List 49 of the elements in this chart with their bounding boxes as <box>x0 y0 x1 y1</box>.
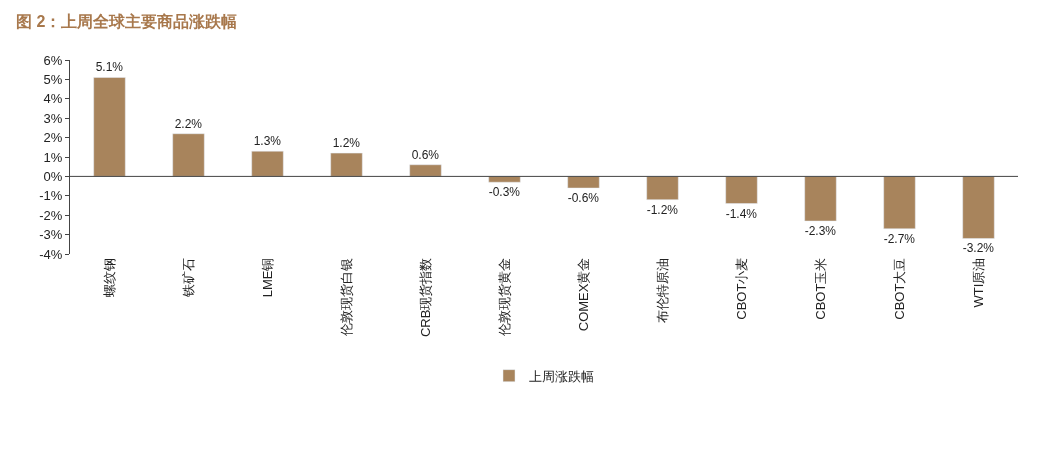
x-tick-label: LME铜 <box>259 257 275 298</box>
bar <box>251 150 284 177</box>
x-tick-label: 铁矿石 <box>180 257 196 298</box>
bar <box>409 164 442 177</box>
bar <box>172 133 205 177</box>
x-tick-label: CRB现货指数 <box>417 257 433 338</box>
bar <box>646 176 679 200</box>
y-tick-label: -3% <box>39 227 63 243</box>
data-label: -0.6% <box>567 191 600 206</box>
x-tick-label: 伦敦现货白银 <box>338 257 354 336</box>
y-tick-label: -2% <box>39 207 63 223</box>
bar <box>93 77 126 177</box>
data-label: -2.3% <box>804 223 837 238</box>
x-tick-label: CBOT小麦 <box>733 257 749 320</box>
y-tick-label: 0% <box>43 168 63 184</box>
x-tick-label: CBOT大豆 <box>891 257 907 320</box>
y-tick-label: 3% <box>43 110 63 126</box>
data-label: 1.2% <box>332 136 361 151</box>
bar <box>567 176 600 189</box>
y-tick-label: 5% <box>43 71 63 87</box>
y-tick-label: 4% <box>43 91 63 107</box>
data-label: -0.3% <box>488 185 521 200</box>
x-tick-label: 布伦特原油 <box>654 257 670 323</box>
bar <box>488 176 521 183</box>
y-tick-label: -1% <box>39 188 63 204</box>
bar <box>725 176 758 204</box>
y-tick-label: 1% <box>43 149 63 165</box>
x-tick-label: WTI原油 <box>970 257 986 308</box>
bar <box>804 176 837 222</box>
bar <box>962 176 995 239</box>
data-label: -3.2% <box>962 241 995 256</box>
legend-label: 上周涨跌幅 <box>529 368 594 384</box>
data-label: -1.2% <box>646 202 679 217</box>
bar <box>883 176 916 230</box>
data-label: -2.7% <box>883 231 916 246</box>
x-tick-label: CBOT玉米 <box>812 257 828 320</box>
data-label: 5.1% <box>95 60 124 75</box>
y-tick-label: -4% <box>39 246 63 262</box>
data-label: 0.6% <box>411 147 440 162</box>
bar <box>330 152 363 177</box>
x-tick-label: 伦敦现货黄金 <box>496 257 512 336</box>
data-label: 2.2% <box>174 116 203 131</box>
x-tick-label: COMEX黄金 <box>575 257 591 332</box>
chart-title: 图 2：上周全球主要商品涨跌幅 <box>15 12 238 31</box>
data-label: -1.4% <box>725 206 758 221</box>
x-tick-label: 螺纹钢 <box>101 257 117 297</box>
data-label: 1.3% <box>253 134 282 149</box>
y-tick-label: 2% <box>43 130 63 146</box>
y-tick-label: 6% <box>43 52 63 68</box>
